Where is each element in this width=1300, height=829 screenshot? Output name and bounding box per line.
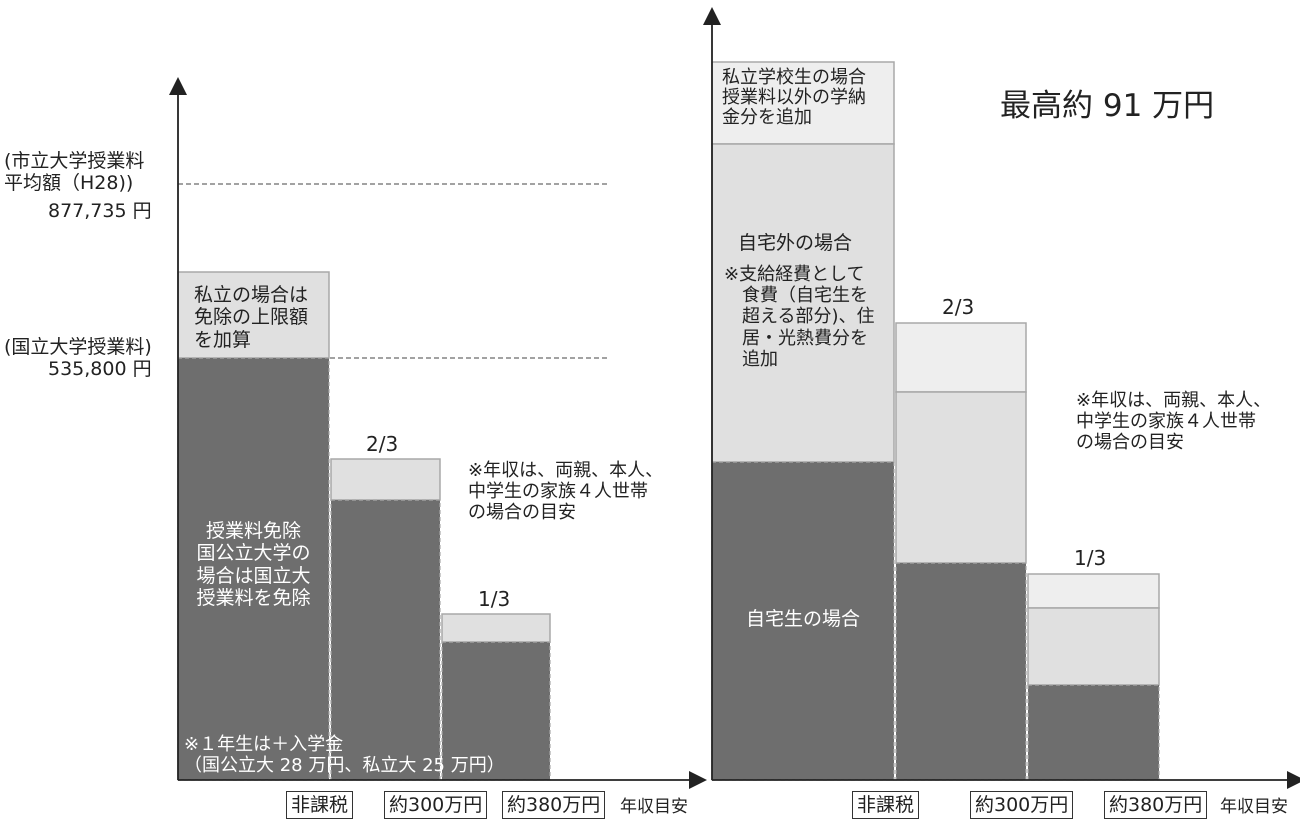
left-ylabel-national: (国立大学授業料) bbox=[4, 336, 152, 358]
right-x-category-2: 約300万円 bbox=[970, 791, 1074, 819]
right-fraction-two-thirds: 2/3 bbox=[942, 295, 975, 319]
left-ylabel-city: (市立大学授業料 平均額（H28)) bbox=[4, 150, 145, 195]
right-x-category-1: 非課税 bbox=[852, 791, 920, 819]
right-bar-1-away bbox=[711, 143, 895, 463]
right-income-note: ※年収は、両親、本人、 中学生の家族４人世帯 の場合の目安 bbox=[1076, 390, 1272, 454]
left-bar-3-exemption bbox=[441, 641, 551, 781]
left-bar-2-private-add bbox=[330, 458, 441, 501]
right-x-axis-name: 年収目安 bbox=[1220, 797, 1288, 817]
left-x-axis-name: 年収目安 bbox=[620, 797, 688, 817]
left-bar-3-private-add bbox=[441, 613, 551, 643]
right-max-label: 最高約 91 万円 bbox=[1000, 88, 1215, 124]
right-home-label: 自宅生の場合 bbox=[745, 608, 860, 630]
left-exemption-label: 授業料免除 国公立大学の 場合は国立大 授業料を免除 bbox=[196, 520, 311, 610]
left-entrance-note: ※１年生は＋入学金 （国公立大 28 万円、私立大 25 万円） bbox=[184, 734, 505, 777]
left-x-category-3: 約380万円 bbox=[502, 791, 606, 819]
right-private-extra-label: 私立学校生の場合 授業料以外の学納 金分を追加 bbox=[722, 67, 866, 129]
right-bar-2-away bbox=[895, 391, 1027, 564]
left-fraction-two-thirds: 2/3 bbox=[366, 432, 399, 456]
left-ylabel-national-value: 535,800 円 bbox=[48, 358, 152, 380]
left-bar-1-exemption bbox=[177, 357, 330, 781]
right-away-note: ※支給経費として 食費（自宅生を 超える部分)、住 居・光熱費分を 追加 bbox=[724, 264, 875, 370]
right-bar-2-home bbox=[895, 562, 1027, 781]
right-bar-2-private-extra bbox=[895, 322, 1027, 393]
left-x-category-2: 約300万円 bbox=[384, 791, 488, 819]
right-fraction-one-third: 1/3 bbox=[1074, 546, 1107, 570]
left-income-note: ※年収は、両親、本人、 中学生の家族４人世帯 の場合の目安 bbox=[468, 460, 664, 524]
right-bar-3-home bbox=[1027, 684, 1160, 781]
left-ylabel-city-value: 877,735 円 bbox=[48, 200, 152, 222]
right-bar-3-private-extra bbox=[1027, 573, 1160, 609]
left-x-category-1: 非課税 bbox=[286, 791, 354, 819]
right-away-label: 自宅外の場合 bbox=[738, 232, 853, 254]
left-fraction-one-third: 1/3 bbox=[478, 587, 511, 611]
left-bar-2-exemption bbox=[330, 499, 441, 781]
right-bar-3-away bbox=[1027, 607, 1160, 686]
right-x-category-3: 約380万円 bbox=[1104, 791, 1208, 819]
left-private-add-label: 私立の場合は 免除の上限額 を加算 bbox=[194, 284, 309, 351]
